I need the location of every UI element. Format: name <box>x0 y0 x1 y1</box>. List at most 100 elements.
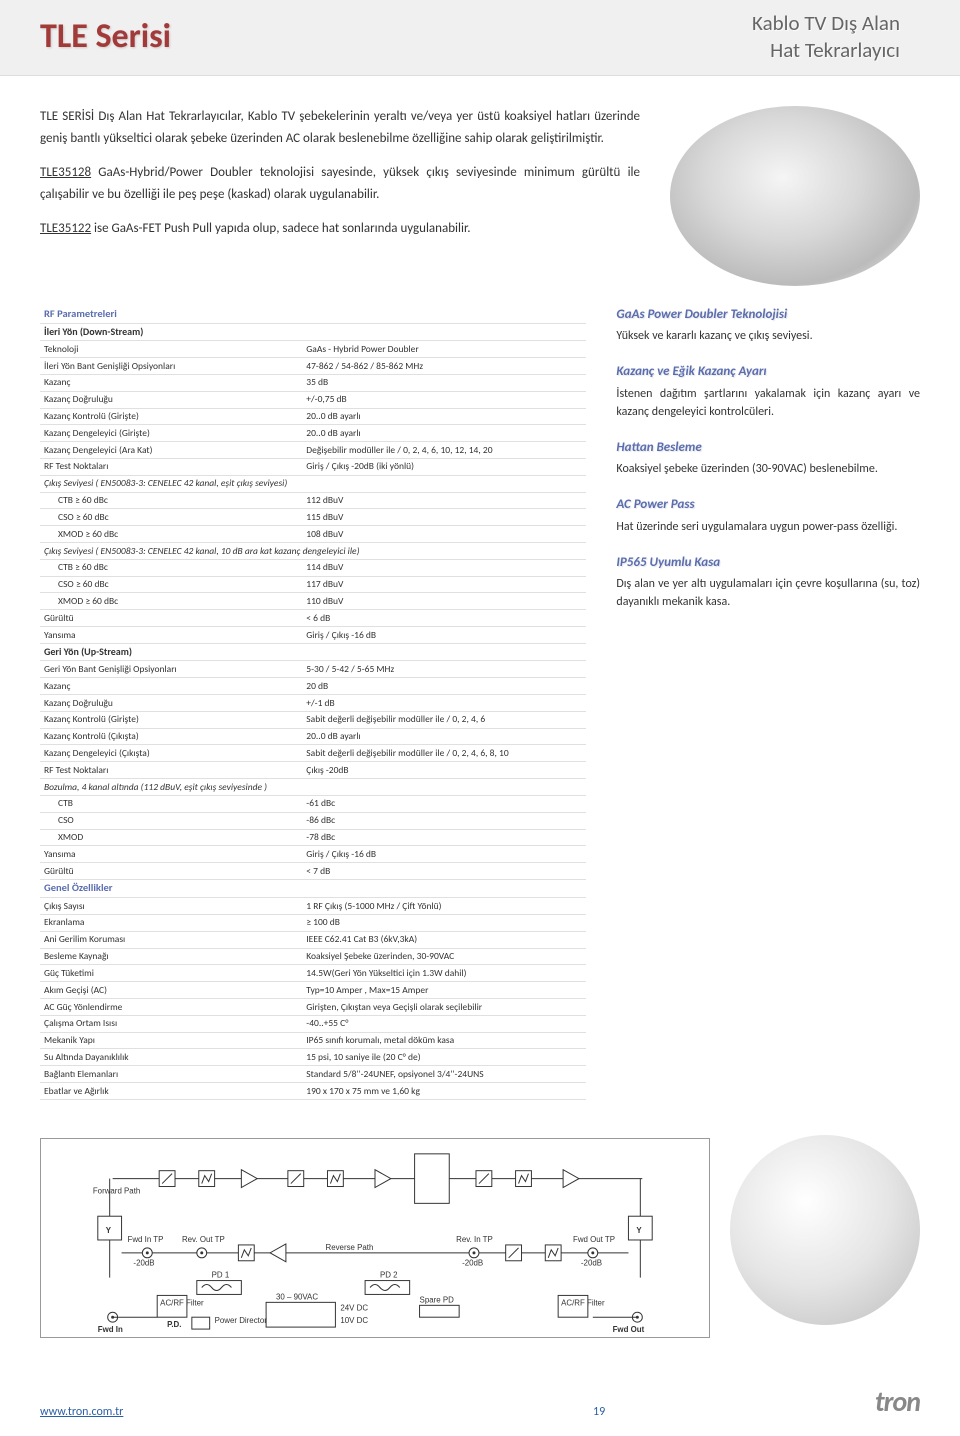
spec-value: Giriş / Çıkış -16 dB <box>302 846 586 863</box>
svg-text:PD 2: PD 2 <box>380 1270 398 1279</box>
intro-p1: TLE SERİSİ Dış Alan Hat Tekrarlayıcılar,… <box>40 106 640 150</box>
spec-label: Teknoloji <box>40 341 302 358</box>
svg-text:Rev. In TP: Rev. In TP <box>456 1235 493 1244</box>
spec-label: Kazanç <box>40 374 302 391</box>
category-title: Kablo TV Dış Alan Hat Tekrarlayıcı <box>752 10 900 65</box>
spec-label: Bağlantı Elemanları <box>40 1066 302 1083</box>
spec-value: ≥ 100 dB <box>302 914 586 931</box>
spec-label: Yansıma <box>40 627 302 644</box>
spec-value: IP65 sınıfı korumalı, metal döküm kasa <box>302 1032 586 1049</box>
spec-label: Su Altında Dayanıklılık <box>40 1049 302 1066</box>
spec-label: CTB ≥ 60 dBc <box>40 559 302 576</box>
spec-value: 20..0 dB ayarlı <box>302 425 586 442</box>
svg-text:Fwd Out: Fwd Out <box>613 1325 645 1334</box>
svg-text:Y: Y <box>106 1226 112 1235</box>
page-header: TLE Serisi Kablo TV Dış Alan Hat Tekrarl… <box>0 0 960 76</box>
block-diagram: text{font:8px Arial;fill:#333}.b{font-we… <box>40 1138 710 1338</box>
spec-value: Giriş / Çıkış -16 dB <box>302 627 586 644</box>
svg-text:AC/RF Filter: AC/RF Filter <box>561 1298 605 1307</box>
section-distortion: Bozulma, 4 kanal altında (112 dBuV, eşit… <box>40 779 586 796</box>
page-footer: www.tron.com.tr 19 tron <box>0 1363 960 1436</box>
spec-label: RF Test Noktaları <box>40 762 302 779</box>
spec-label: İleri Yön Bant Genişliği Opsiyonları <box>40 358 302 375</box>
spec-value: Sabit değerli değişebilir modüller ile /… <box>302 745 586 762</box>
section-output1: Çıkış Seviyesi ( EN50083-3: CENELEC 42 k… <box>40 475 586 492</box>
section-output2: Çıkış Seviyesi ( EN50083-3: CENELEC 42 k… <box>40 543 586 560</box>
spec-label: CTB ≥ 60 dBc <box>40 492 302 509</box>
footer-logo: tron <box>875 1383 920 1421</box>
spec-value: 20..0 dB ayarlı <box>302 728 586 745</box>
category-line2: Hat Tekrarlayıcı <box>752 37 900 64</box>
spec-label: Besleme Kaynağı <box>40 948 302 965</box>
spec-value: 190 x 170 x 75 mm ve 1,60 kg <box>302 1083 586 1100</box>
spec-value: 47-862 / 54-862 / 85-862 MHz <box>302 358 586 375</box>
spec-label: XMOD ≥ 60 dBc <box>40 526 302 543</box>
spec-value: Girişten, Çıkıştan veya Geçişli olarak s… <box>302 999 586 1016</box>
feature-block: AC Power PassHat üzerinde seri uygulamal… <box>616 496 920 536</box>
svg-text:-20dB: -20dB <box>133 1259 154 1268</box>
spec-value: Standard 5/8''-24UNEF, opsiyonel 3/4''-2… <box>302 1066 586 1083</box>
spec-value: 15 psi, 10 saniye ile (20 C° de) <box>302 1049 586 1066</box>
spec-label: CSO ≥ 60 dBc <box>40 576 302 593</box>
spec-value: Koaksiyel Şebeke üzerinden, 30-90VAC <box>302 948 586 965</box>
spec-value: -40..+55 C° <box>302 1015 586 1032</box>
spec-label: Kazanç Kontrolü (Çıkışta) <box>40 728 302 745</box>
svg-text:-20dB: -20dB <box>462 1259 483 1268</box>
spec-label: CSO ≥ 60 dBc <box>40 509 302 526</box>
spec-label: Çıkış Sayısı <box>40 898 302 915</box>
connector-image <box>730 1135 920 1325</box>
page-number: 19 <box>593 1404 605 1420</box>
spec-value: -61 dBc <box>302 795 586 812</box>
spec-label: Gürültü <box>40 610 302 627</box>
spec-label: Kazanç Doğruluğu <box>40 391 302 408</box>
svg-text:24V DC: 24V DC <box>340 1303 368 1312</box>
spec-value: 117 dBuV <box>302 576 586 593</box>
spec-table: RF Parametreleri İleri Yön (Down-Stream)… <box>40 306 586 1100</box>
spec-label: XMOD <box>40 829 302 846</box>
svg-text:Forward Path: Forward Path <box>93 1186 140 1195</box>
svg-text:PD 1: PD 1 <box>212 1270 230 1279</box>
series-title: TLE Serisi <box>40 14 171 60</box>
feature-title: GaAs Power Doubler Teknolojisi <box>616 306 920 324</box>
spec-label: Akım Geçişi (AC) <box>40 982 302 999</box>
spec-label: Ani Gerilim Koruması <box>40 931 302 948</box>
spec-table-column: RF Parametreleri İleri Yön (Down-Stream)… <box>40 306 586 1100</box>
spec-value: +/-0,75 dB <box>302 391 586 408</box>
spec-label: CTB <box>40 795 302 812</box>
intro-p3: TLE35122 ise GaAs-FET Push Pull yapıda o… <box>40 218 640 240</box>
svg-text:Rev. Out TP: Rev. Out TP <box>182 1235 225 1244</box>
feature-body: Koaksiyel şebeke üzerinden (30-90VAC) be… <box>616 460 920 478</box>
spec-label: RF Test Noktaları <box>40 458 302 475</box>
spec-value: 112 dBuV <box>302 492 586 509</box>
spec-value: 35 dB <box>302 374 586 391</box>
feature-body: Hat üzerinde seri uygulamalara uygun pow… <box>616 518 920 536</box>
spec-value: Değişebilir modüller ile / 0, 2, 4, 6, 1… <box>302 442 586 459</box>
spec-value: 1 RF Çıkış (5-1000 MHz / Çift Yönlü) <box>302 898 586 915</box>
feature-title: Kazanç ve Eğik Kazanç Ayarı <box>616 363 920 381</box>
svg-text:Power Director: Power Director <box>215 1316 268 1325</box>
feature-body: Yüksek ve kararlı kazanç ve çıkış seviye… <box>616 327 920 345</box>
spec-value: 5-30 / 5-42 / 5-65 MHz <box>302 661 586 678</box>
svg-text:Reverse Path: Reverse Path <box>325 1243 373 1252</box>
footer-link[interactable]: www.tron.com.tr <box>40 1404 123 1420</box>
feature-body: İstenen dağıtım şartlarını yakalamak içi… <box>616 385 920 421</box>
spec-label: Kazanç Dengeleyici (Girişte) <box>40 425 302 442</box>
spec-value: 20 dB <box>302 678 586 695</box>
svg-text:AC/RF Filter: AC/RF Filter <box>160 1298 204 1307</box>
spec-label: Ebatlar ve Ağırlık <box>40 1083 302 1100</box>
feature-title: IP565 Uyumlu Kasa <box>616 554 920 572</box>
feature-block: IP565 Uyumlu KasaDış alan ve yer altı uy… <box>616 554 920 612</box>
feature-title: Hattan Besleme <box>616 439 920 457</box>
spec-value: GaAs - Hybrid Power Doubler <box>302 341 586 358</box>
spec-value: 114 dBuV <box>302 559 586 576</box>
spec-label: Kazanç Doğruluğu <box>40 695 302 712</box>
section-general: Genel Özellikler <box>40 879 586 897</box>
svg-text:30 – 90VAC: 30 – 90VAC <box>276 1292 318 1301</box>
spec-label: Gürültü <box>40 863 302 880</box>
svg-text:Spare PD: Spare PD <box>420 1295 455 1304</box>
intro-p2: TLE35128 GaAs-Hybrid/Power Doubler tekno… <box>40 162 640 206</box>
spec-label: Kazanç Kontrolü (Girişte) <box>40 711 302 728</box>
svg-text:Fwd In TP: Fwd In TP <box>128 1235 164 1244</box>
section-rf: RF Parametreleri <box>40 306 586 324</box>
feature-column: GaAs Power Doubler Teknolojisi Yüksek ve … <box>616 306 920 630</box>
